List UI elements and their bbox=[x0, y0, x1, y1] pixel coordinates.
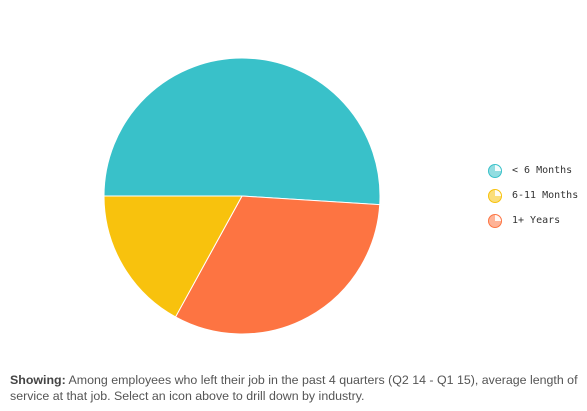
pie-slice-icon bbox=[488, 213, 502, 228]
pie-slice-6-months[interactable] bbox=[103, 57, 381, 206]
pie-slice-icon bbox=[488, 163, 502, 178]
pie-slice-6-11-months[interactable] bbox=[103, 195, 243, 318]
chart-legend: < 6 Months 6-11 Months 1+ Years bbox=[488, 158, 587, 233]
legend-item-6-11-months[interactable]: 6-11 Months bbox=[488, 183, 587, 208]
chart-caption: Showing: Among employees who left their … bbox=[10, 372, 580, 404]
caption-lead: Showing: bbox=[10, 373, 66, 387]
legend-label: 6-11 Months bbox=[512, 190, 579, 201]
pie-chart bbox=[103, 57, 381, 335]
pie-slice-1-years[interactable] bbox=[174, 195, 381, 335]
legend-label: < 6 Months bbox=[512, 165, 573, 176]
legend-item-1-plus-years[interactable]: 1+ Years bbox=[488, 208, 587, 233]
legend-item-under-6-months[interactable]: < 6 Months bbox=[488, 158, 587, 183]
pie-slice-icon bbox=[488, 188, 502, 203]
caption-text: Among employees who left their job in th… bbox=[10, 373, 578, 403]
legend-label: 1+ Years bbox=[512, 215, 561, 226]
